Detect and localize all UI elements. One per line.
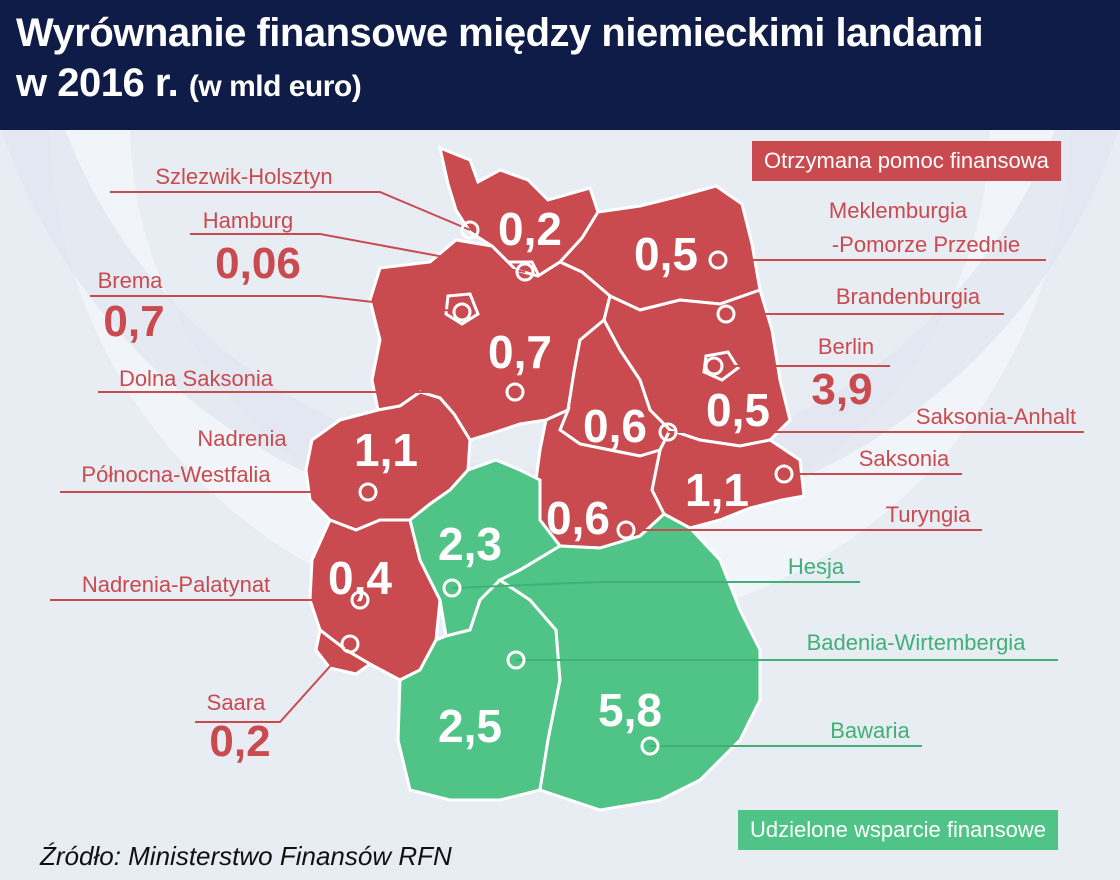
label-nrw-line1: Nadrenia xyxy=(197,426,287,451)
header-bar: Wyrównanie finansowe między niemieckimi … xyxy=(0,0,1120,130)
label-brema: Brema xyxy=(98,268,164,293)
leader-szlezwik xyxy=(110,191,471,231)
leader-hesja xyxy=(451,581,860,589)
value-on-map-palatynat: 0,4 xyxy=(328,552,392,604)
label-turyngia: Turyngia xyxy=(886,502,972,527)
state-labels-received: Szlezwik-Holsztyn Hamburg Brema Dolna Sa… xyxy=(81,164,1076,715)
title-line-1: Wyrównanie finansowe między niemieckimi … xyxy=(16,11,984,55)
marker-saksonia-anhalt xyxy=(658,422,678,442)
state-markers xyxy=(340,220,794,756)
marker-brandenburgia xyxy=(716,304,736,324)
marker-bawaria xyxy=(640,736,660,756)
label-saksonia-anhalt: Saksonia-Anhalt xyxy=(916,404,1076,429)
value-berlin: 3,9 xyxy=(811,365,872,414)
legend-given: Udzielone wsparcie finansowe xyxy=(738,810,1058,850)
value-on-map-saksonia: 1,1 xyxy=(685,464,749,516)
leader-lines xyxy=(50,191,1084,747)
label-palatynat: Nadrenia-Palatynat xyxy=(82,572,270,597)
marker-berlin xyxy=(704,356,724,376)
marker-saara xyxy=(340,634,360,654)
marker-nrw xyxy=(358,482,378,502)
label-meklemburgia-line2: -Pomorze Przednie xyxy=(832,232,1020,257)
label-hamburg: Hamburg xyxy=(203,208,293,233)
marker-hamburg xyxy=(515,262,535,282)
label-badenia: Badenia-Wirtembergia xyxy=(807,630,1027,655)
marker-szlezwik xyxy=(460,220,480,240)
label-hesja: Hesja xyxy=(788,554,845,579)
value-saara: 0,2 xyxy=(209,717,270,766)
value-on-map-turyngia: 0,6 xyxy=(546,492,610,544)
marker-hesja xyxy=(442,578,462,598)
label-meklemburgia-line1: Meklemburgia xyxy=(829,198,968,223)
value-brema: 0,7 xyxy=(103,297,164,346)
label-brandenburgia: Brandenburgia xyxy=(836,284,981,309)
marker-dolna xyxy=(505,382,525,402)
marker-badenia xyxy=(506,650,526,670)
value-hamburg: 0,06 xyxy=(215,239,301,288)
label-berlin: Berlin xyxy=(818,334,874,359)
value-on-map-brandenburgia: 0,5 xyxy=(706,384,770,436)
value-on-map-nrw: 1,1 xyxy=(354,424,418,476)
title-unit: (w mld euro) xyxy=(188,70,362,103)
value-on-map-bawaria: 5,8 xyxy=(598,684,662,736)
marker-turyngia xyxy=(616,520,636,540)
label-nrw-line2: Północna-Westfalia xyxy=(81,462,271,487)
label-saara: Saara xyxy=(207,690,266,715)
state-labels-given: Hesja Badenia-Wirtembergia Bawaria xyxy=(788,554,1026,743)
leader-hamburg xyxy=(190,233,526,273)
leader-brema xyxy=(90,295,463,313)
value-on-map-meklemburgia: 0,5 xyxy=(634,228,698,280)
label-bawaria: Bawaria xyxy=(830,718,910,743)
label-dolna: Dolna Saksonia xyxy=(119,366,274,391)
label-szlezwik: Szlezwik-Holsztyn xyxy=(155,164,332,189)
value-on-map-hesja: 2,3 xyxy=(438,518,502,570)
value-on-map-saksonia-anhalt: 0,6 xyxy=(583,400,647,452)
value-on-map-dolna: 0,7 xyxy=(488,326,552,378)
state-shapes xyxy=(304,145,806,812)
state-shape-bavaria xyxy=(497,512,762,812)
value-on-map-szlezwik: 0,2 xyxy=(498,203,562,255)
label-saksonia: Saksonia xyxy=(859,446,950,471)
title-line-2: w 2016 r. xyxy=(16,61,179,105)
map-values: 0,2 0,7 1,1 0,4 0,5 0,5 0,6 1,1 0,6 2,3 … xyxy=(328,203,770,752)
leader-saara xyxy=(195,643,351,723)
marker-palatynat xyxy=(350,590,370,610)
marker-meklemburgia xyxy=(708,250,728,270)
marker-brema xyxy=(452,302,472,322)
page-title: Wyrównanie finansowe między niemieckimi … xyxy=(16,8,984,112)
value-on-map-badenia: 2,5 xyxy=(438,700,502,752)
source-note: Źródło: Ministerstwo Finansów RFN xyxy=(40,841,452,871)
marker-saksonia xyxy=(774,464,794,484)
legend-received: Otrzymana pomoc finansowa xyxy=(752,141,1061,181)
outside-values: 0,06 0,7 3,9 0,2 xyxy=(103,239,872,766)
